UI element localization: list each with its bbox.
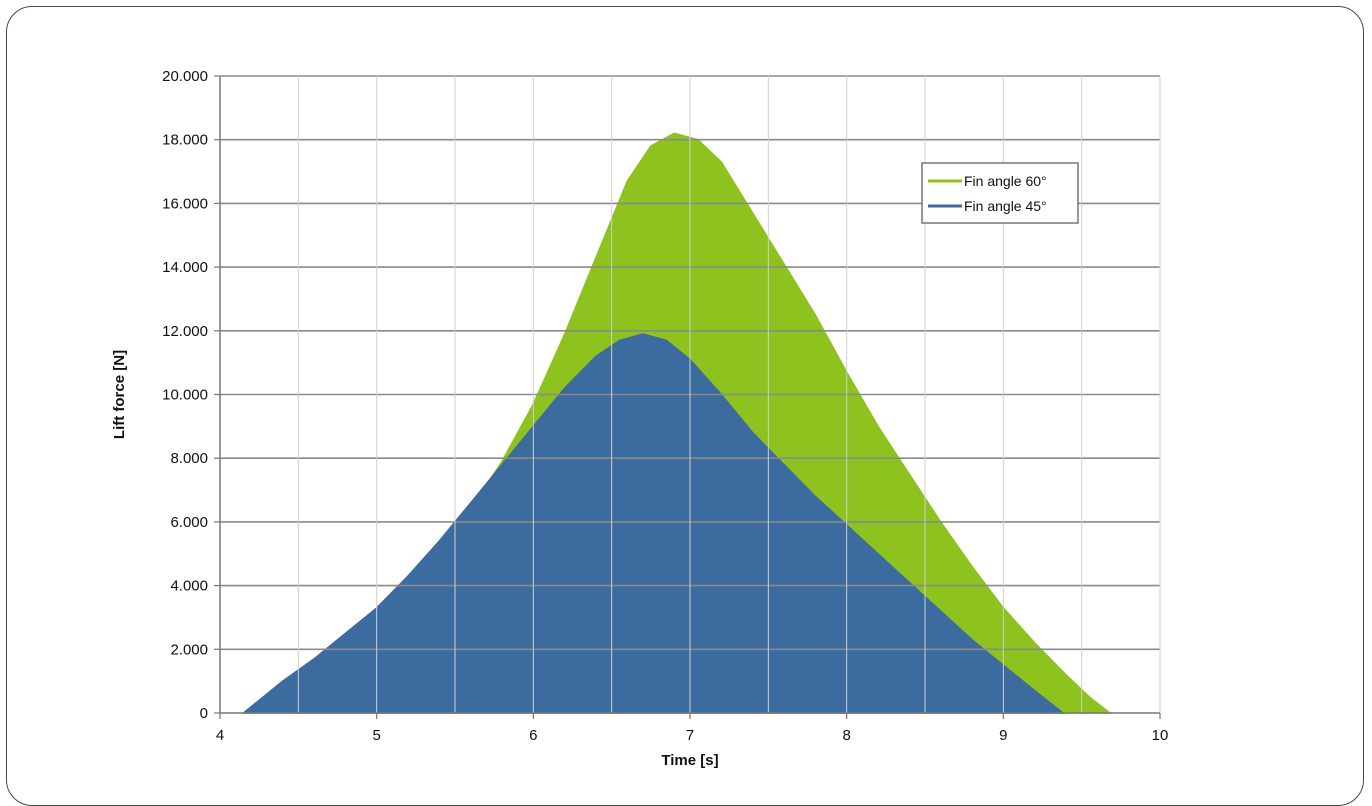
y-tick-label-8: 16.000 xyxy=(162,195,208,212)
x-tick-label-5: 9 xyxy=(999,727,1007,744)
y-tick-label-2: 4.000 xyxy=(170,578,208,595)
x-tick-label-1: 5 xyxy=(372,727,380,744)
y-tick-label-10: 20.000 xyxy=(162,68,208,85)
y-tick-label-3: 6.000 xyxy=(170,514,208,531)
legend-box xyxy=(921,162,1079,224)
x-tick-label-6: 10 xyxy=(1152,727,1169,744)
series-layer xyxy=(241,132,1113,714)
y-tick-label-4: 8.000 xyxy=(170,450,208,467)
legend: Fin angle 60° Fin angle 45° xyxy=(921,162,1079,224)
series-area-1 xyxy=(241,333,1066,714)
axis-layer: 0 2.000 4.000 6.000 8.000 10.000 12.000 14.000 1… xyxy=(162,68,1168,744)
x-tick-label-2: 6 xyxy=(529,727,537,744)
y-tick-label-6: 12.000 xyxy=(162,323,208,340)
y-tick-label-5: 10.000 xyxy=(162,387,208,404)
y-tick-label-7: 14.000 xyxy=(162,259,208,276)
x-tick-label-3: 7 xyxy=(686,727,694,744)
x-tick-label-0: 4 xyxy=(216,727,224,744)
y-tick-label-9: 18.000 xyxy=(162,132,208,149)
legend-label-fin-60: Fin angle 60° xyxy=(964,173,1047,189)
x-axis-title: Time [s] xyxy=(661,752,718,769)
y-tick-label-0: 0 xyxy=(200,705,208,722)
legend-label-fin-45: Fin angle 45° xyxy=(964,198,1047,214)
grid-layer xyxy=(220,75,1161,713)
y-tick-label-1: 2.000 xyxy=(170,641,208,658)
y-axis-title: Lift force [N] xyxy=(111,350,128,439)
x-tick-label-4: 8 xyxy=(842,727,850,744)
